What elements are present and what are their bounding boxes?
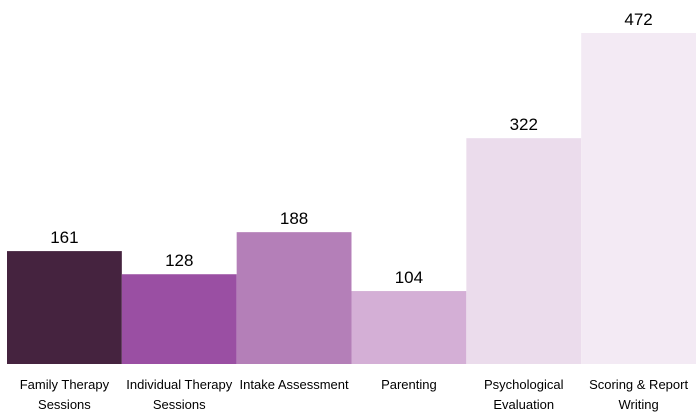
x-tick-label: Family Therapy Sessions: [19, 377, 110, 412]
bar: [351, 291, 467, 364]
data-label: 188: [280, 209, 308, 228]
x-tick-label: Individual Therapy Sessions: [126, 377, 233, 412]
bar: [466, 138, 582, 364]
x-tick-label: Psychological Evaluation: [484, 377, 564, 412]
bar: [236, 232, 352, 364]
x-tick-label: Intake Assessment: [239, 377, 349, 392]
data-label: 161: [50, 228, 78, 247]
x-tick-label: Scoring & Report Writing: [589, 377, 689, 412]
bar: [121, 274, 237, 364]
bar: [581, 33, 696, 364]
data-label: 128: [165, 251, 193, 270]
bar: [7, 251, 122, 364]
data-label: 104: [395, 268, 423, 287]
x-tick-label: Parenting: [381, 377, 437, 392]
data-label: 472: [624, 10, 652, 29]
data-label: 322: [510, 115, 538, 134]
